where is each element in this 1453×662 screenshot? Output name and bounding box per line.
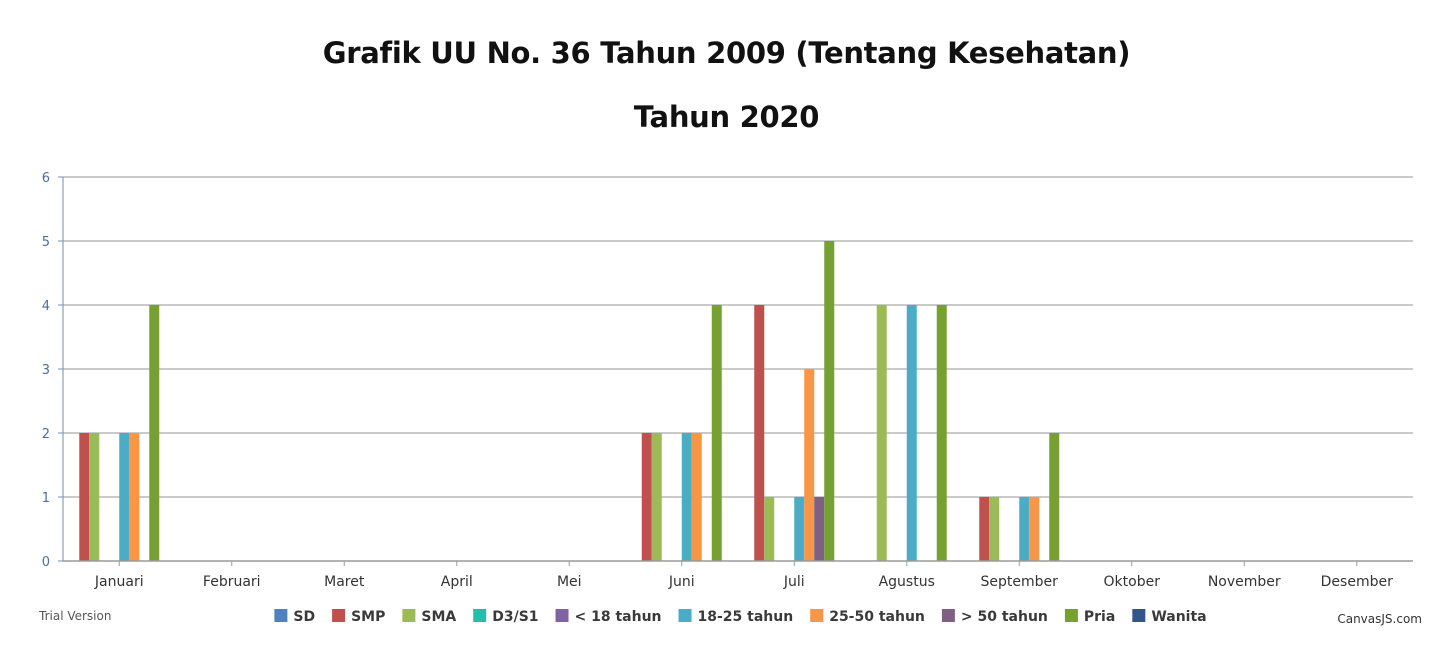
x-tick-label: Maret	[324, 574, 365, 590]
x-tick-label: Agustus	[879, 574, 935, 590]
y-tick-label: 4	[42, 299, 50, 314]
x-tick-label: April	[441, 574, 473, 590]
bar-pria[interactable]	[936, 305, 947, 561]
bar-18-25-tahun[interactable]	[906, 305, 917, 561]
y-tick-label: 0	[42, 555, 50, 570]
y-tick-label: 1	[42, 491, 50, 506]
legend-marker[interactable]	[274, 609, 288, 622]
chart-title: Grafik UU No. 36 Tahun 2009 (Tentang Kes…	[322, 36, 1131, 70]
legend-item[interactable]: SMA	[421, 609, 456, 625]
bar-18-25-tahun[interactable]	[1019, 497, 1030, 561]
x-tick-label: Juni	[668, 574, 695, 590]
x-tick-label: Januari	[94, 574, 144, 590]
legend-marker[interactable]	[941, 609, 955, 622]
chart-subtitle: Tahun 2020	[633, 100, 820, 134]
bar-25-50-tahun[interactable]	[129, 433, 140, 561]
bar-sma[interactable]	[651, 433, 662, 561]
legend-marker[interactable]	[678, 609, 692, 622]
bar-25-50-tahun[interactable]	[1029, 497, 1040, 561]
legend-marker[interactable]	[555, 609, 569, 622]
legend-item[interactable]: Pria	[1084, 609, 1115, 625]
legend-marker[interactable]	[810, 609, 824, 622]
bar-pria[interactable]	[149, 305, 160, 561]
x-tick-label: Februari	[203, 574, 261, 590]
legend-marker[interactable]	[1132, 609, 1146, 622]
bar-sma[interactable]	[89, 433, 100, 561]
x-tick-label: Desember	[1321, 574, 1393, 590]
x-tick-label: Oktober	[1104, 574, 1161, 590]
legend-item[interactable]: < 18 tahun	[575, 609, 662, 625]
legend-marker[interactable]	[473, 609, 487, 622]
bar-smp[interactable]	[641, 433, 652, 561]
legend-item[interactable]: 18-25 tahun	[698, 609, 794, 625]
bar-18-25-tahun[interactable]	[119, 433, 130, 561]
bar-smp[interactable]	[754, 305, 765, 561]
legend-item[interactable]: SD	[293, 609, 315, 625]
legend-marker[interactable]	[402, 609, 416, 622]
y-tick-label: 5	[42, 235, 50, 250]
bar-pria[interactable]	[1049, 433, 1060, 561]
x-tick-label: Mei	[557, 574, 582, 590]
canvasjs-credit-link[interactable]: CanvasJS.com	[1337, 612, 1422, 626]
bar-18-25-tahun[interactable]	[794, 497, 805, 561]
bar-25-50-tahun[interactable]	[691, 433, 702, 561]
legend-marker[interactable]	[332, 609, 346, 622]
bar-25-50-tahun[interactable]	[804, 369, 815, 561]
bar-smp[interactable]	[979, 497, 990, 561]
bar-50-tahun[interactable]	[814, 497, 825, 561]
legend-item[interactable]: 25-50 tahun	[829, 609, 925, 625]
y-tick-label: 2	[42, 427, 50, 442]
bar-pria[interactable]	[711, 305, 722, 561]
bar-smp[interactable]	[79, 433, 90, 561]
bar-sma[interactable]	[989, 497, 1000, 561]
x-tick-label: November	[1208, 574, 1281, 590]
legend-item[interactable]: D3/S1	[492, 609, 538, 625]
trial-version-label: Trial Version	[39, 609, 112, 623]
legend-item[interactable]: SMP	[351, 609, 385, 625]
x-tick-label: Juli	[783, 574, 805, 590]
x-tick-label: September	[981, 574, 1059, 590]
bar-18-25-tahun[interactable]	[681, 433, 692, 561]
legend-marker[interactable]	[1064, 609, 1078, 622]
y-tick-label: 3	[42, 363, 50, 378]
y-tick-label: 6	[42, 171, 50, 186]
legend-item[interactable]: > 50 tahun	[961, 609, 1048, 625]
bar-sma[interactable]	[764, 497, 775, 561]
bar-pria[interactable]	[824, 241, 835, 561]
legend-item[interactable]: Wanita	[1151, 609, 1206, 625]
bar-sma[interactable]	[876, 305, 887, 561]
